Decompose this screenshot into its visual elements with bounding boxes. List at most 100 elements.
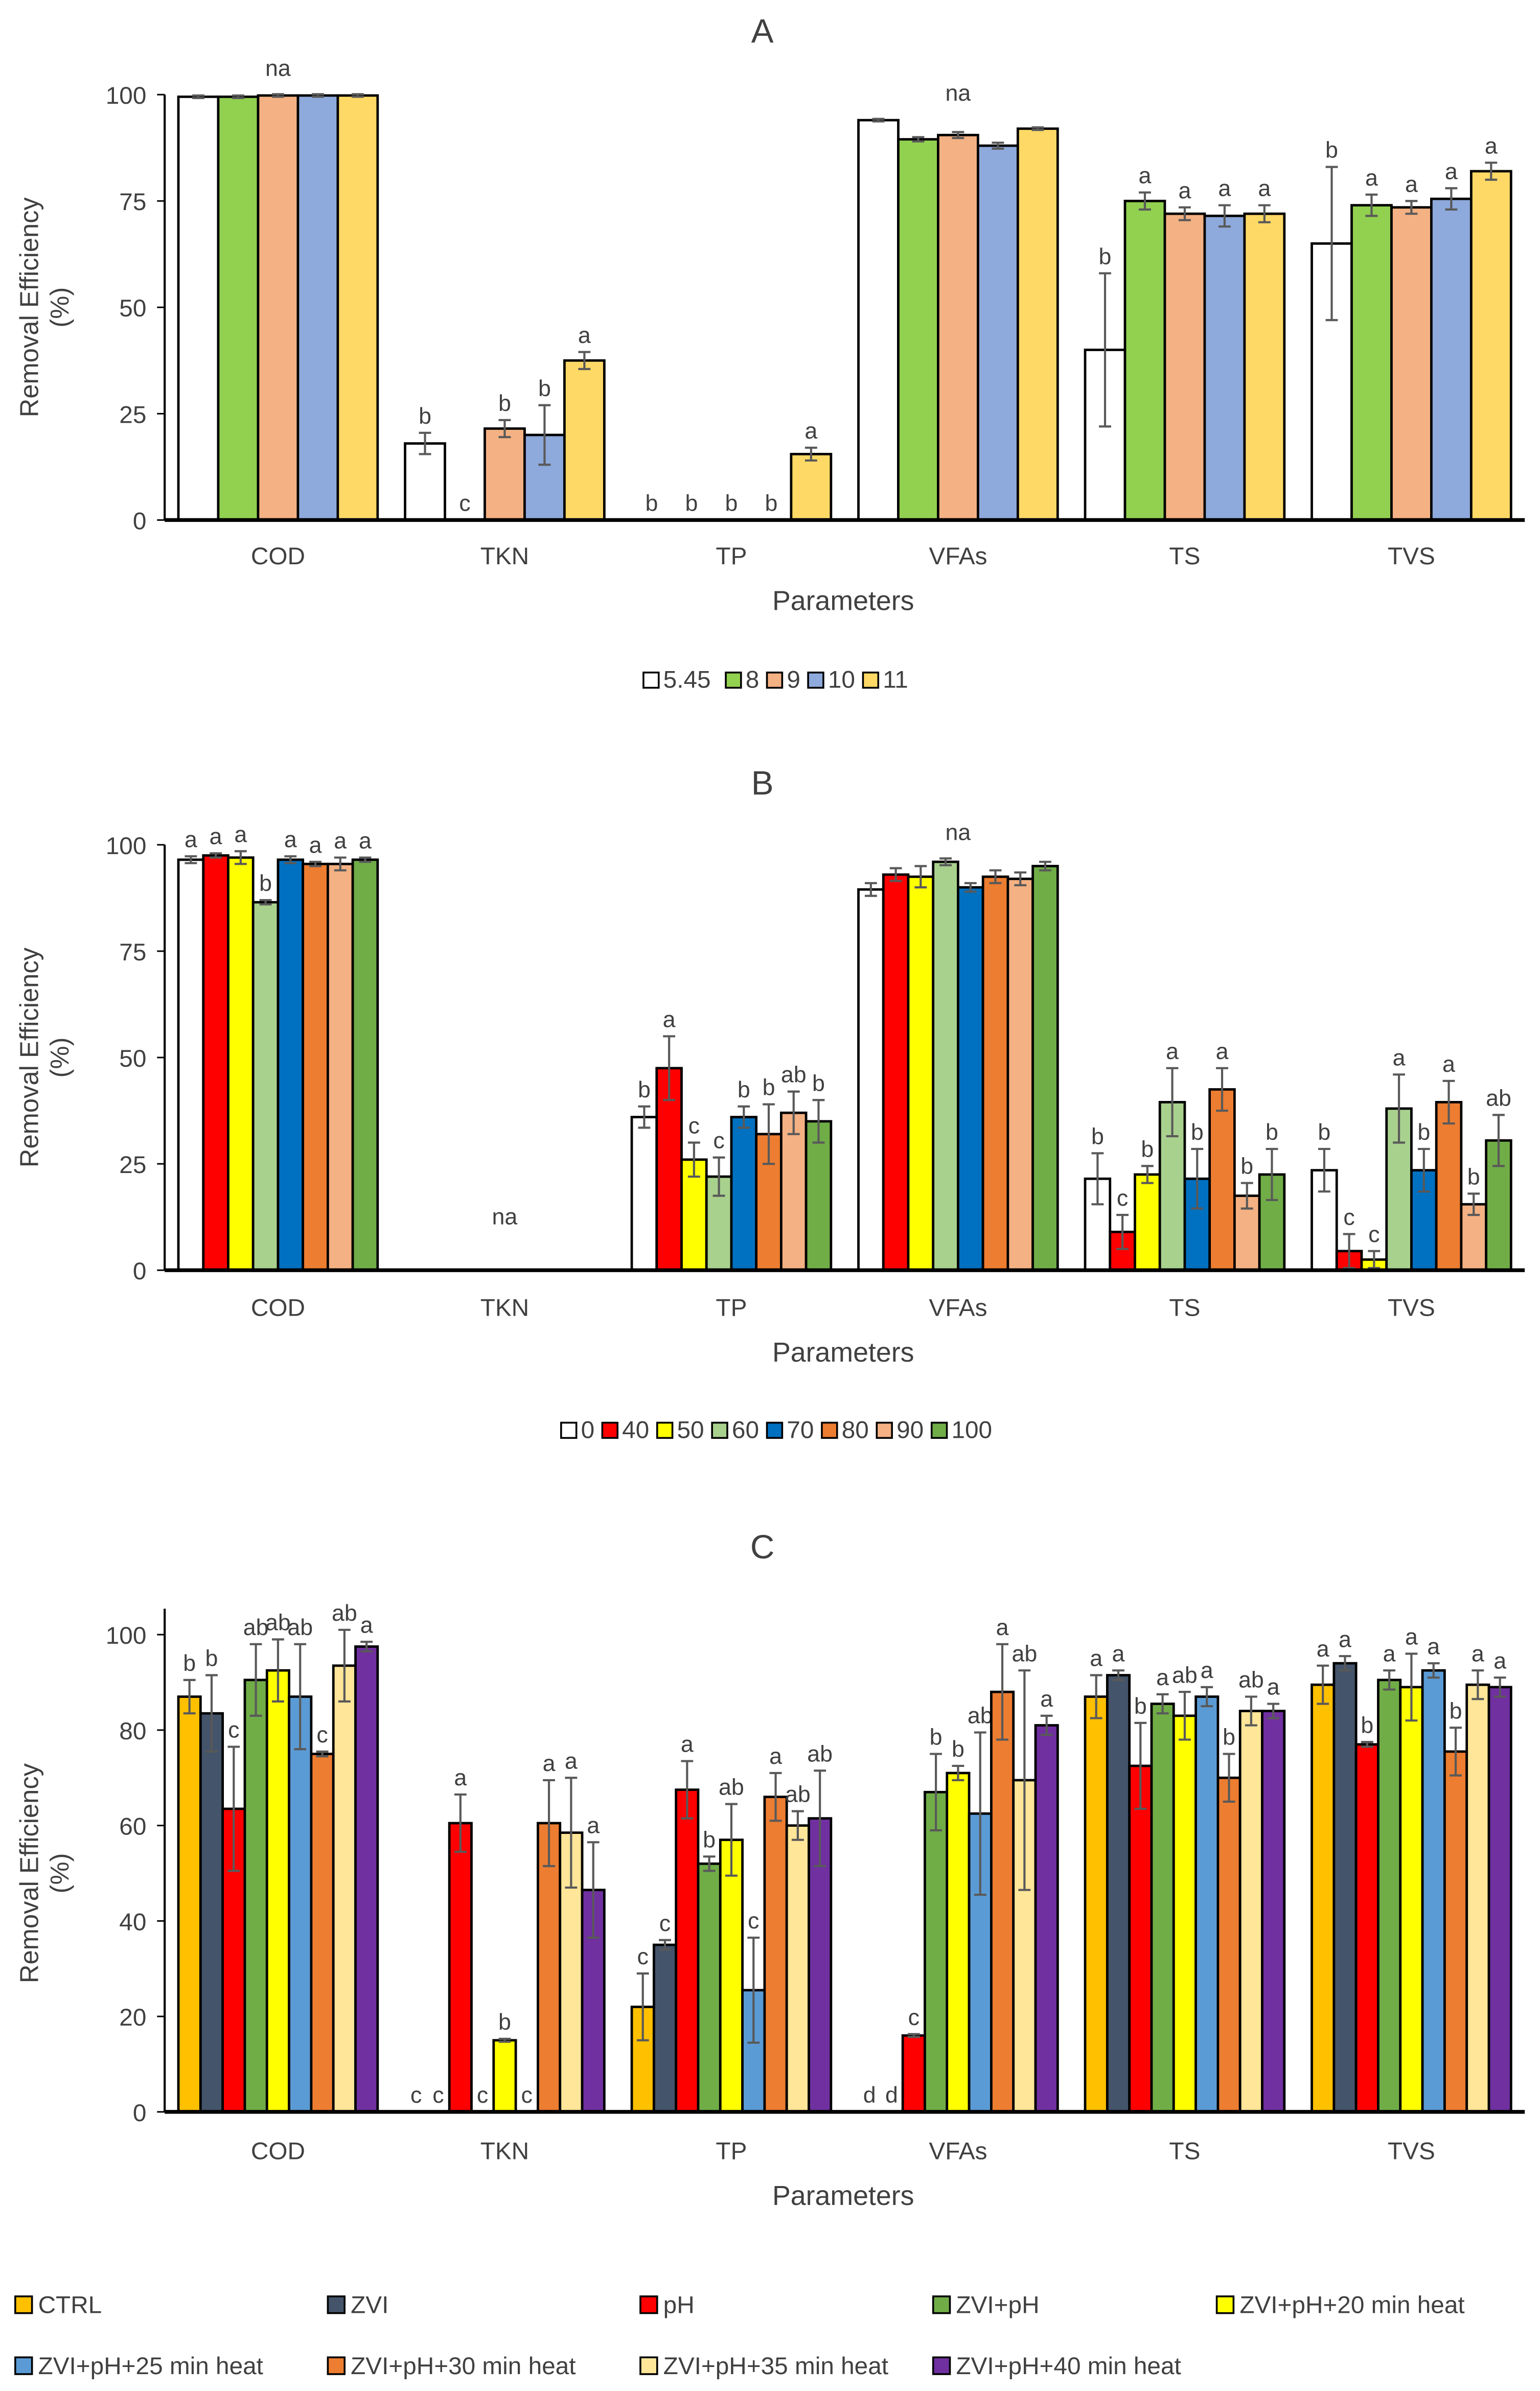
bar — [1465, 1683, 1490, 2113]
bar — [882, 873, 910, 1272]
legend-item: ZVI+pH+20 min heat — [1215, 2292, 1465, 2319]
bar — [177, 1695, 202, 2113]
significance-label: a — [1201, 1658, 1213, 1683]
x-tick-label: VFAs — [929, 2137, 987, 2165]
x-tick-label: TS — [1169, 1295, 1200, 1322]
significance-label: b — [738, 1077, 750, 1102]
significance-label: b — [205, 1646, 218, 1671]
bar — [932, 860, 959, 1272]
significance-label: a — [578, 323, 591, 348]
group-significance-label: na — [946, 820, 971, 845]
bar — [763, 1796, 788, 2113]
x-tick-label: TS — [1169, 543, 1200, 570]
legend-item: 70 — [766, 1416, 814, 1443]
significance-label: ab — [781, 1062, 807, 1088]
significance-label: a — [681, 1732, 694, 1757]
significance-label: a — [587, 1812, 600, 1838]
significance-label: ab — [265, 1610, 291, 1636]
bar — [1238, 1710, 1263, 2113]
bar — [730, 1116, 758, 1272]
chart-panel-a: A Removal Efficiency (%) 0 25 50 75 100 COD na TKN… — [15, 13, 1525, 694]
significance-label: a — [210, 824, 222, 849]
bar — [1134, 1173, 1161, 1272]
significance-label: c — [432, 2082, 444, 2108]
bar — [1469, 170, 1512, 521]
significance-label: c — [908, 2005, 920, 2030]
legend-item: 9 — [766, 666, 800, 694]
legend-swatch — [766, 1421, 784, 1439]
bar — [946, 1772, 971, 2113]
significance-label: b — [638, 1077, 651, 1102]
bar — [1350, 204, 1393, 521]
legend-item: 0 — [560, 1416, 594, 1443]
x-tick-label: TP — [716, 1295, 747, 1322]
x-axis-label: Parameters — [772, 1337, 914, 1368]
bar — [990, 1690, 1015, 2113]
y-tick-label: 0 — [133, 1258, 147, 1285]
legend-item: ZVI+pH+40 min heat — [932, 2353, 1181, 2380]
legend-item: 8 — [725, 666, 759, 694]
bar — [1203, 214, 1246, 521]
y-tick-label: 0 — [133, 2100, 147, 2127]
significance-label: b — [419, 403, 431, 429]
legend-swatch — [327, 2356, 346, 2375]
bar — [924, 1790, 949, 2113]
y-axis-label-line2: (%) — [45, 287, 74, 328]
legend-item: 11 — [862, 666, 908, 694]
legend-swatch — [642, 671, 660, 689]
bar — [897, 138, 939, 521]
y-tick-label: 80 — [119, 1718, 146, 1745]
bar — [326, 862, 354, 1272]
bar — [1399, 1686, 1424, 2113]
bar — [1128, 1764, 1153, 2113]
significance-label: b — [183, 1650, 196, 1676]
legend-label: ZVI+pH+30 min heat — [351, 2353, 576, 2380]
significance-label: d — [863, 2082, 876, 2108]
y-axis-label-line2: (%) — [45, 1038, 74, 1078]
significance-label: ab — [785, 1782, 811, 1807]
legend-swatch — [930, 1421, 948, 1439]
significance-label: a — [185, 826, 197, 852]
legend-swatch — [639, 2356, 658, 2375]
significance-label: b — [765, 491, 777, 516]
legend-label: ZVI+pH+25 min heat — [38, 2353, 263, 2380]
legend-label: 10 — [828, 666, 855, 694]
bar — [1208, 1088, 1236, 1272]
significance-label: b — [930, 1725, 943, 1750]
significance-label: c — [688, 1113, 700, 1139]
significance-label: c — [316, 1722, 328, 1748]
significance-label: a — [1040, 1686, 1053, 1712]
legend-item: 90 — [876, 1416, 924, 1443]
significance-label: a — [1090, 1646, 1102, 1671]
bar — [1172, 1714, 1197, 2113]
x-tick-label: TS — [1169, 2137, 1200, 2165]
bar — [251, 901, 280, 1272]
legend-swatch — [14, 2295, 33, 2314]
bar — [302, 862, 329, 1272]
significance-label: b — [498, 390, 511, 416]
x-tick-label: TP — [716, 543, 747, 570]
legend-item: 40 — [601, 1416, 649, 1443]
y-tick-label: 20 — [119, 2004, 146, 2031]
y-axis-label: Removal Efficiency (%) — [15, 197, 75, 418]
significance-label: b — [685, 491, 698, 516]
legend-swatch — [327, 2295, 346, 2314]
significance-label: b — [1361, 1712, 1373, 1738]
significance-label: a — [284, 826, 297, 852]
significance-label: ab — [287, 1615, 313, 1640]
y-axis-label: Removal Efficiency (%) — [15, 947, 75, 1167]
bar — [1084, 1695, 1109, 2113]
significance-label: a — [1267, 1674, 1280, 1700]
significance-label: b — [1417, 1119, 1430, 1145]
legend-label: 90 — [897, 1416, 924, 1443]
legend-label: ZVI — [351, 2292, 388, 2319]
bar — [790, 453, 833, 521]
significance-label: c — [1117, 1185, 1128, 1211]
group-significance-label: na — [265, 56, 291, 81]
significance-label: a — [1156, 1665, 1169, 1690]
bar — [199, 1712, 224, 2113]
x-tick-label: TKN — [480, 2137, 529, 2165]
significance-label: a — [1493, 1648, 1506, 1673]
